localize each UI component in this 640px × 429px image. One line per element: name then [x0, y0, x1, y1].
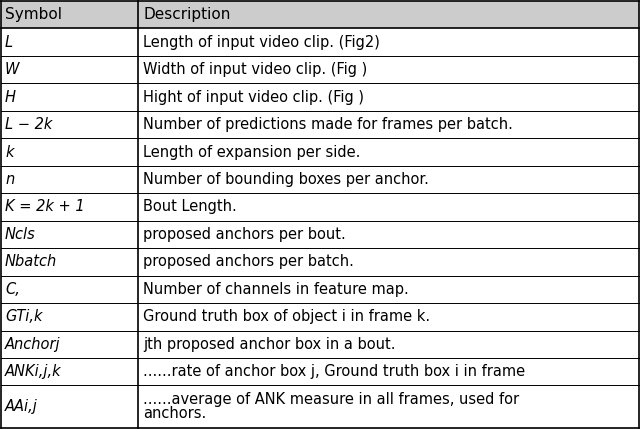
Text: W: W: [5, 62, 19, 77]
Text: ......rate of anchor box j, Ground truth box i in frame: ......rate of anchor box j, Ground truth…: [143, 364, 525, 379]
Bar: [1, 1, 639, 28]
Text: Length of input video clip. (Fig2): Length of input video clip. (Fig2): [143, 35, 380, 50]
Text: Description: Description: [143, 7, 230, 22]
Text: anchors.: anchors.: [143, 406, 207, 421]
Text: proposed anchors per bout.: proposed anchors per bout.: [143, 227, 346, 242]
Text: ANKi,j,k: ANKi,j,k: [5, 364, 61, 379]
Text: Number of predictions made for frames per batch.: Number of predictions made for frames pe…: [143, 117, 513, 132]
Text: Number of channels in feature map.: Number of channels in feature map.: [143, 282, 409, 297]
Text: C,: C,: [5, 282, 20, 297]
Text: Number of bounding boxes per anchor.: Number of bounding boxes per anchor.: [143, 172, 429, 187]
Text: Symbol: Symbol: [5, 7, 62, 22]
Text: Anchorj: Anchorj: [5, 337, 61, 352]
Text: ......average of ANK measure in all frames, used for: ......average of ANK measure in all fram…: [143, 392, 519, 407]
Text: K = 2k + 1: K = 2k + 1: [5, 199, 84, 214]
Text: GTi,k: GTi,k: [5, 309, 42, 324]
Text: jth proposed anchor box in a bout.: jth proposed anchor box in a bout.: [143, 337, 396, 352]
Text: H: H: [5, 90, 16, 105]
Text: AAi,j: AAi,j: [5, 399, 38, 414]
Text: L: L: [5, 35, 13, 50]
Text: Hight of input video clip. (Fig ): Hight of input video clip. (Fig ): [143, 90, 364, 105]
Text: Bout Length.: Bout Length.: [143, 199, 237, 214]
Text: Nbatch: Nbatch: [5, 254, 57, 269]
Text: Ground truth box of object i in frame k.: Ground truth box of object i in frame k.: [143, 309, 430, 324]
Text: n: n: [5, 172, 14, 187]
Text: k: k: [5, 145, 13, 160]
Text: proposed anchors per batch.: proposed anchors per batch.: [143, 254, 354, 269]
Text: Ncls: Ncls: [5, 227, 36, 242]
Text: Length of expansion per side.: Length of expansion per side.: [143, 145, 360, 160]
Text: Width of input video clip. (Fig ): Width of input video clip. (Fig ): [143, 62, 367, 77]
Text: L − 2k: L − 2k: [5, 117, 52, 132]
